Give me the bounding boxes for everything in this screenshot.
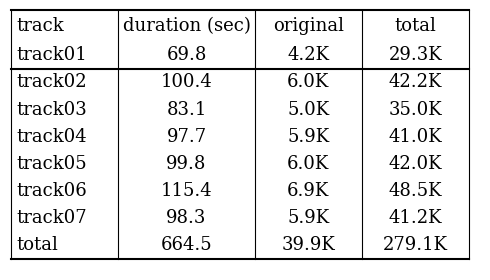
Text: 115.4: 115.4 [161,182,212,200]
Text: 35.0K: 35.0K [389,101,442,118]
Text: track: track [16,17,64,35]
Text: 6.9K: 6.9K [287,182,329,200]
Text: track01: track01 [16,46,87,64]
Text: 99.8: 99.8 [166,155,207,173]
Text: 6.0K: 6.0K [287,155,329,173]
Text: total: total [16,236,58,254]
Text: 69.8: 69.8 [166,46,207,64]
Text: 100.4: 100.4 [161,73,212,91]
Text: 42.2K: 42.2K [389,73,442,91]
Text: duration (sec): duration (sec) [122,17,250,35]
Text: track05: track05 [16,155,87,173]
Text: original: original [273,17,344,35]
Text: track03: track03 [16,101,87,118]
Text: total: total [394,17,437,35]
Text: 41.2K: 41.2K [389,209,442,227]
Text: 41.0K: 41.0K [389,128,442,146]
Text: 48.5K: 48.5K [389,182,442,200]
Text: 39.9K: 39.9K [281,236,335,254]
Text: 5.9K: 5.9K [287,209,329,227]
Text: track04: track04 [16,128,87,146]
Text: 42.0K: 42.0K [389,155,442,173]
Text: 5.0K: 5.0K [287,101,329,118]
Text: 97.7: 97.7 [167,128,207,146]
Text: 98.3: 98.3 [166,209,207,227]
Text: track06: track06 [16,182,87,200]
Text: 279.1K: 279.1K [383,236,448,254]
Text: 83.1: 83.1 [166,101,207,118]
Text: 6.0K: 6.0K [287,73,329,91]
Text: 5.9K: 5.9K [287,128,329,146]
Text: track07: track07 [16,209,87,227]
Text: 29.3K: 29.3K [389,46,442,64]
Text: 4.2K: 4.2K [287,46,329,64]
Text: track02: track02 [16,73,87,91]
Text: 664.5: 664.5 [161,236,212,254]
